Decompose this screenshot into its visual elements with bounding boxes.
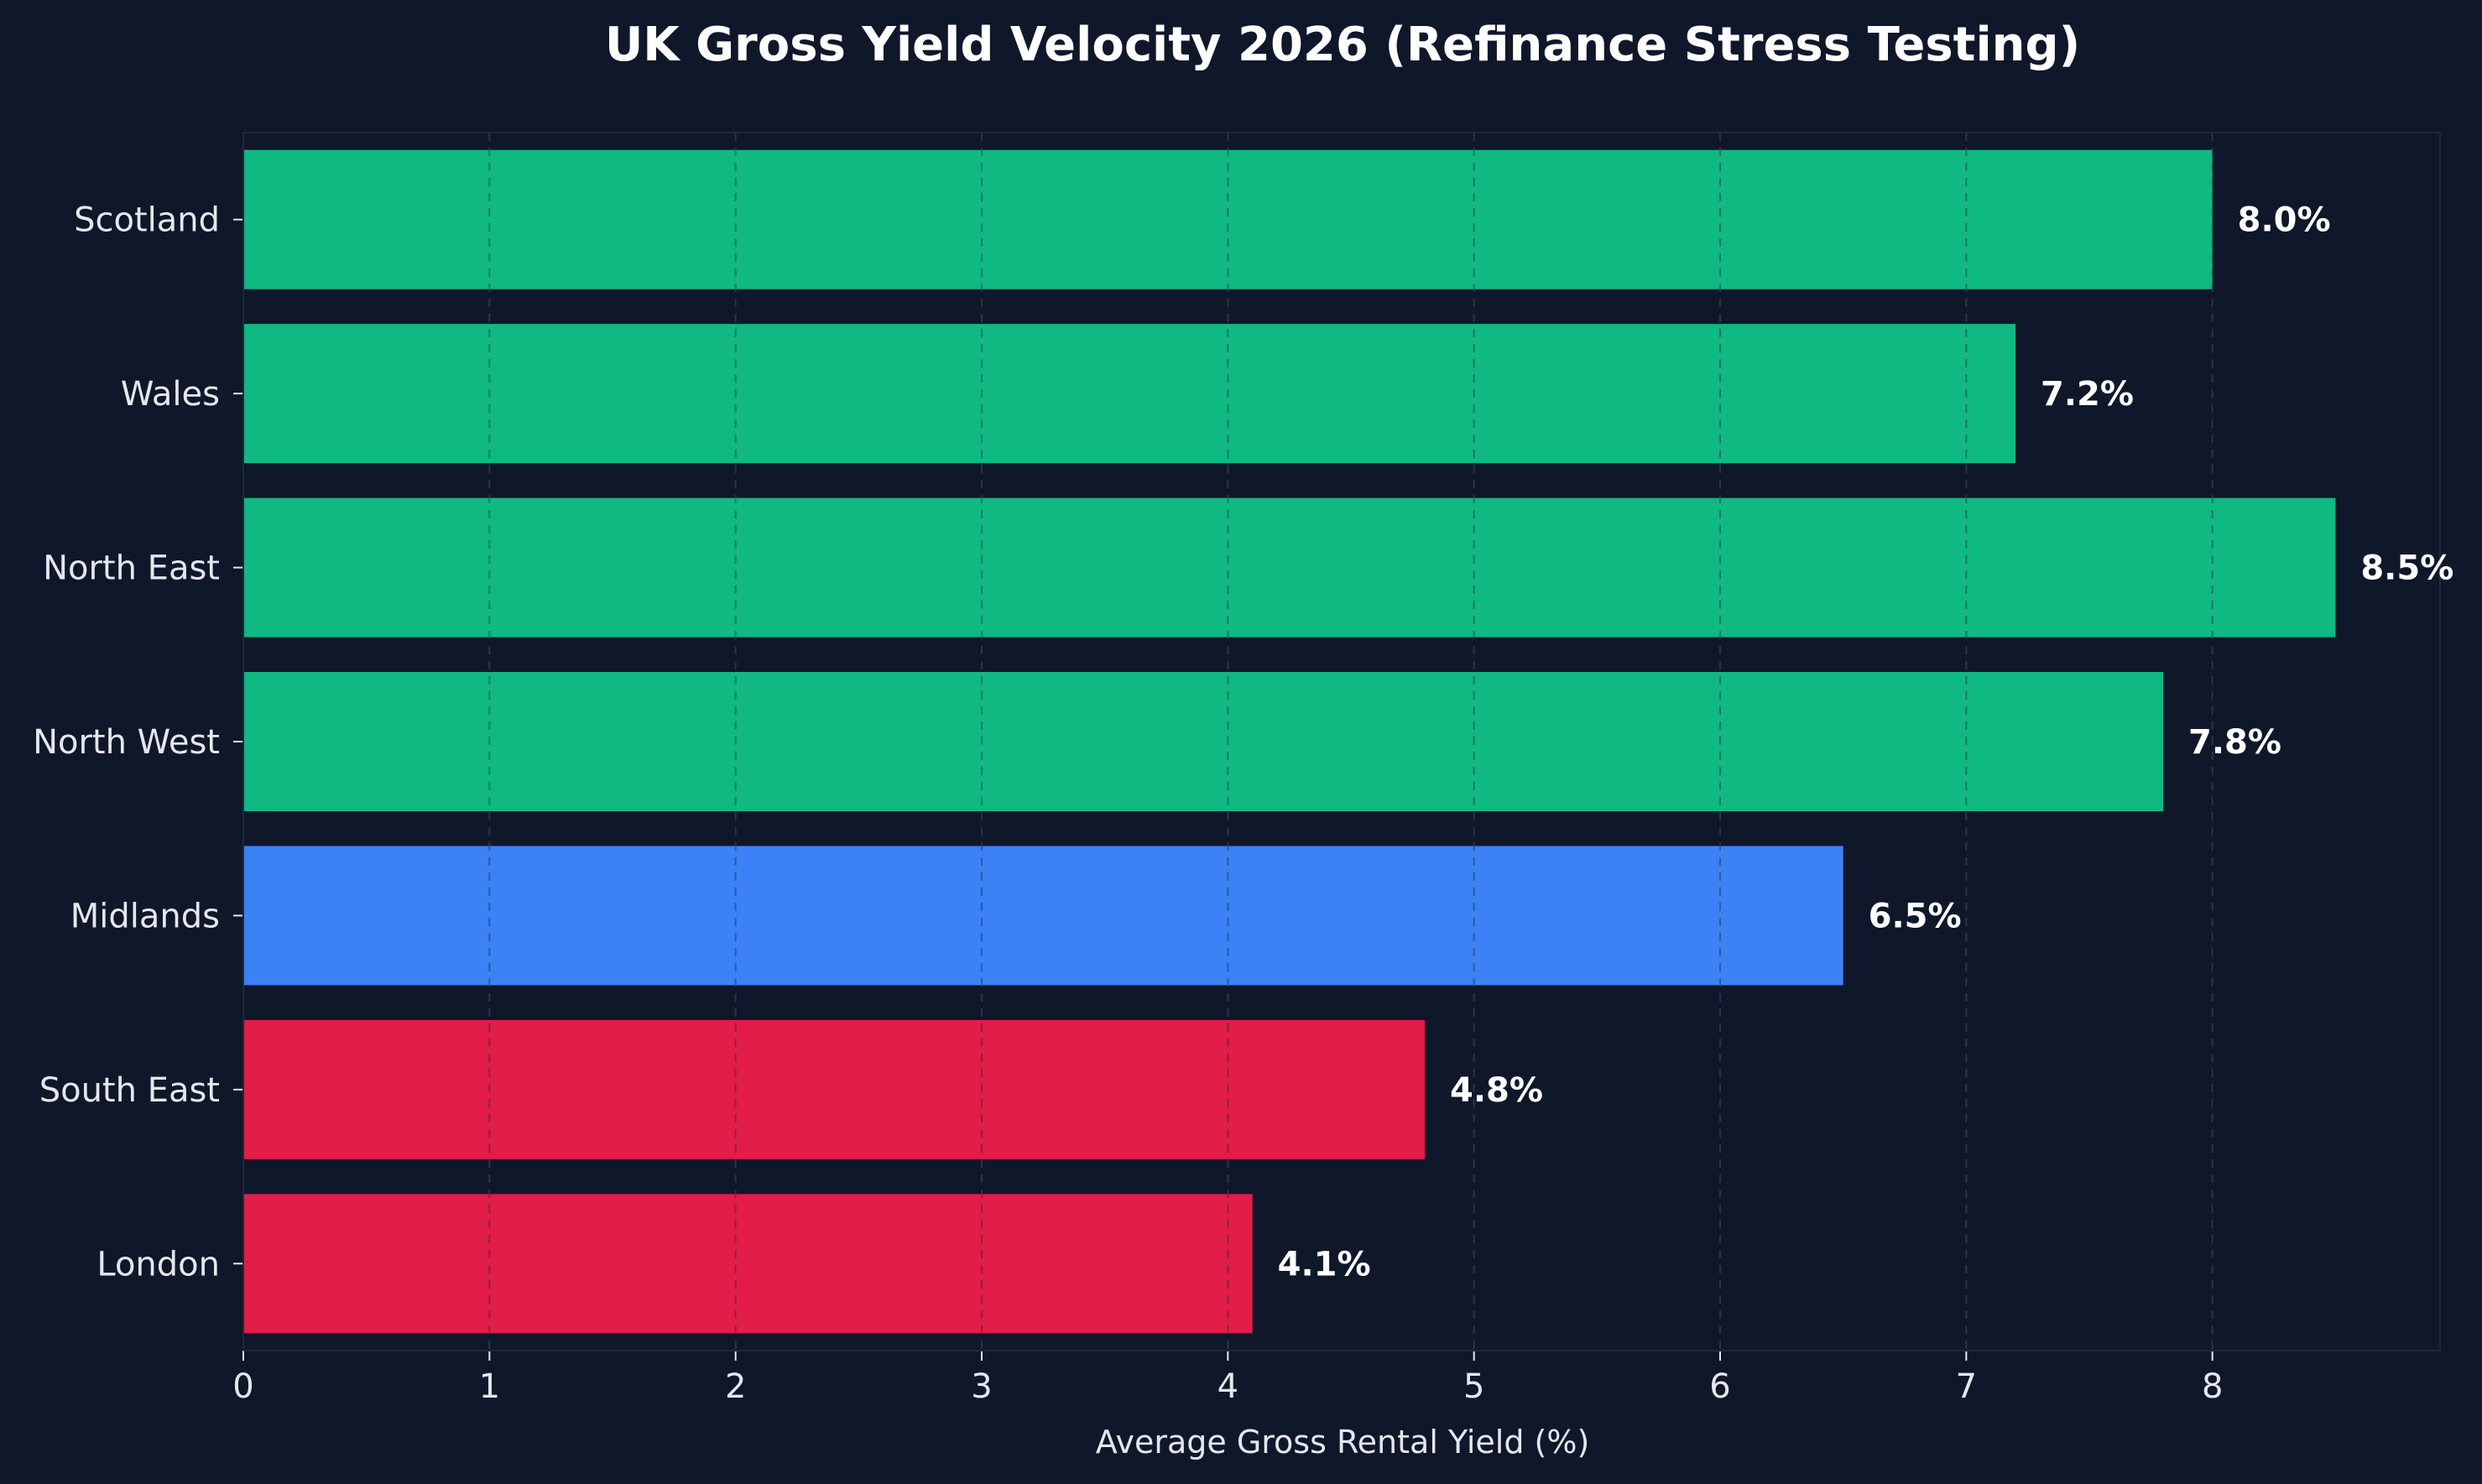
x-axis-label: Average Gross Rental Yield (%)	[1096, 1424, 1590, 1461]
y-tick-label: London	[96, 1245, 220, 1284]
y-tick-label: Midlands	[70, 897, 220, 935]
x-tick-label: 7	[1956, 1367, 1977, 1406]
y-tick-label: Scotland	[74, 201, 220, 240]
x-tick-label: 2	[725, 1367, 746, 1406]
y-tick-label: North West	[33, 723, 220, 762]
x-tick-label: 4	[1218, 1367, 1238, 1406]
data-label: 7.8%	[2188, 723, 2281, 762]
data-label: 4.8%	[1450, 1071, 1543, 1110]
x-tick-label: 6	[1709, 1367, 1730, 1406]
bar	[243, 1019, 1425, 1159]
y-tick-label: South East	[39, 1071, 220, 1110]
bar	[243, 846, 1843, 986]
chart-title: UK Gross Yield Velocity 2026 (Refinance …	[605, 18, 2080, 72]
bar	[243, 497, 2336, 638]
bar	[243, 324, 2015, 464]
x-tick-label: 1	[479, 1367, 500, 1406]
x-tick-label: 3	[971, 1367, 992, 1406]
x-tick-label: 0	[232, 1367, 253, 1406]
data-label: 7.2%	[2041, 375, 2134, 414]
data-label: 8.5%	[2360, 549, 2453, 588]
bar	[243, 1194, 1253, 1334]
x-tick-label: 5	[1463, 1367, 1484, 1406]
data-label: 8.0%	[2238, 201, 2331, 240]
y-tick-label: North East	[43, 549, 220, 588]
x-tick-label: 8	[2202, 1367, 2223, 1406]
axes: 0 1 2 3 4 5 6 7 8 Scotland Wales North East North We…	[33, 133, 2440, 1406]
y-tick-label: Wales	[121, 375, 220, 414]
data-label: 6.5%	[1869, 897, 1962, 935]
bar	[243, 149, 2213, 289]
bar	[243, 672, 2163, 811]
bars: 8.0% 7.2% 8.5% 7.8% 6.5% 4.8% 4.1%	[243, 133, 2453, 1351]
data-label: 4.1%	[1278, 1245, 1371, 1284]
